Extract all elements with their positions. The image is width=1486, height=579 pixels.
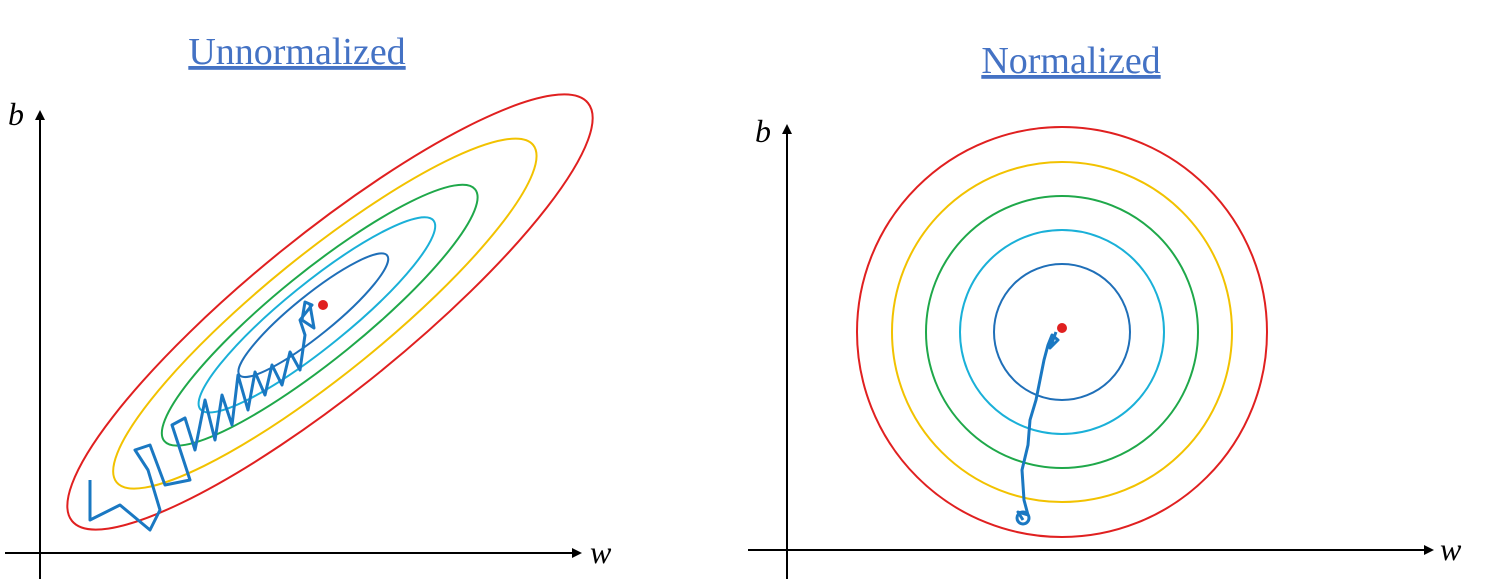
contour (160, 183, 479, 447)
x-axis-label: w (1440, 531, 1462, 567)
contour (66, 93, 594, 531)
unnormalized-panel: Unnormalized b w (5, 31, 612, 579)
x-axis-label: w (590, 534, 612, 570)
minimum (1057, 323, 1067, 333)
contour (197, 216, 437, 414)
contour (959, 229, 1165, 435)
contour (925, 195, 1199, 469)
normalized-panel: Normalized b w (748, 40, 1462, 579)
contour (993, 263, 1131, 401)
contours (66, 93, 594, 531)
descent-path (1016, 331, 1060, 521)
y-axis-label: b (755, 113, 771, 149)
y-axis-label: b (8, 96, 24, 132)
contour (112, 137, 538, 490)
minimum (318, 300, 328, 310)
contour (891, 161, 1233, 503)
panel-title: Unnormalized (188, 31, 405, 73)
start-point (1015, 510, 1031, 526)
contour (856, 126, 1268, 538)
panel-title: Normalized (981, 40, 1160, 82)
descent-path (88, 300, 316, 532)
contours (856, 126, 1268, 538)
